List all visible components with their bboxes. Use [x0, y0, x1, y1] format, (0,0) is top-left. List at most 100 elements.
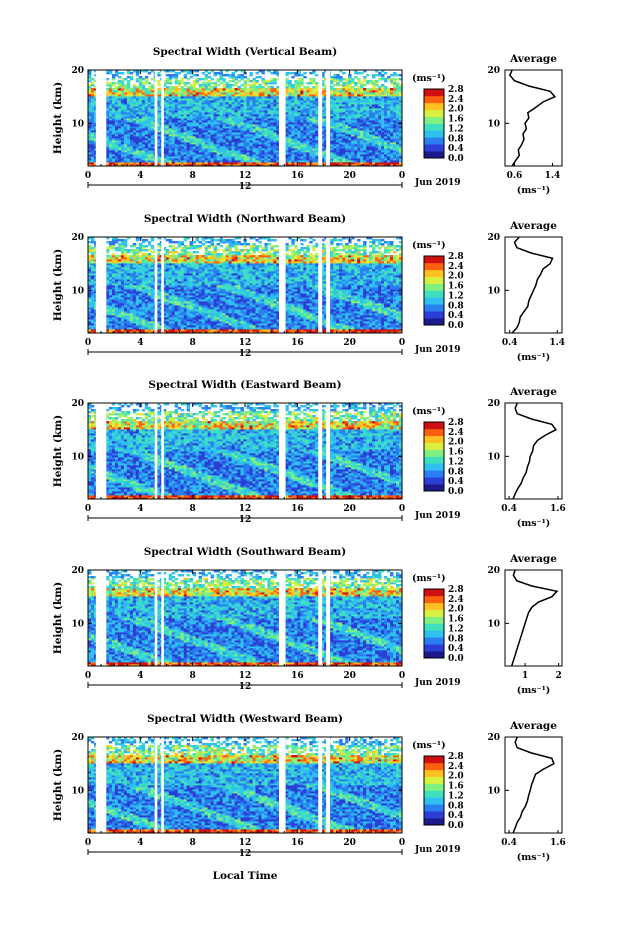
heatmap-cell [151, 78, 154, 80]
heatmap-cell [249, 80, 252, 82]
heatmap-cell [106, 88, 109, 90]
heatmap-cell [229, 80, 232, 82]
heatmap-cell [193, 80, 196, 82]
heatmap-cell [190, 84, 193, 86]
avg-y-tick-label: 10 [487, 119, 500, 129]
heatmap-cell [381, 74, 384, 76]
heatmap-cell [142, 82, 145, 84]
heatmap-cell [372, 80, 375, 82]
colorbar-swatch [424, 89, 444, 96]
heatmap-cell [291, 72, 294, 74]
heatmap-cell [306, 86, 309, 88]
colorbar-unit: (ms⁻¹) [412, 73, 446, 84]
heatmap-cell [148, 72, 151, 74]
heatmap-cell [178, 88, 181, 90]
heatmap-cell [372, 74, 375, 76]
heatmap-cell [294, 80, 297, 82]
data-gap [161, 70, 164, 166]
heatmap-cell [136, 86, 139, 88]
heatmap-cell [396, 82, 399, 84]
heatmap-cell [288, 80, 291, 82]
heatmap-cell [181, 86, 184, 88]
heatmap-cell [360, 82, 363, 84]
heatmap-cell [112, 74, 115, 76]
heatmap-cell [169, 86, 172, 88]
average-title: Average [509, 53, 557, 65]
heatmap-cell [303, 72, 306, 74]
heatmap-cell [249, 84, 252, 86]
heatmap-cell [357, 78, 360, 80]
colorbar-swatch [424, 96, 444, 103]
heatmap-cell [130, 76, 133, 78]
heatmap-cell [354, 88, 357, 90]
heatmap-cell [223, 74, 226, 76]
avg-y-tick-label: 20 [487, 66, 500, 76]
heatmap-cell [205, 82, 208, 84]
heatmap-cell [357, 72, 360, 74]
heatmap-cell [121, 78, 124, 80]
heatmap-cell [88, 84, 91, 86]
heatmap-cell [336, 88, 339, 90]
heatmap-cell [169, 74, 172, 76]
heatmap-cell [369, 88, 372, 90]
heatmap-cell [127, 80, 130, 82]
colorbar-tick-label: 2.0 [448, 105, 464, 115]
heatmap-cell [255, 80, 258, 82]
heatmap-cell [175, 86, 178, 88]
heatmap-cell [148, 86, 151, 88]
colorbar-swatch [424, 144, 444, 151]
heatmap-cell [384, 72, 387, 74]
heatmap-cell [172, 86, 175, 88]
heatmap-cell [255, 72, 258, 74]
avg-x-tick-label: 1.4 [545, 171, 561, 181]
heatmap-cell [166, 86, 169, 88]
heatmap-cell [136, 78, 139, 80]
heatmap-cell [363, 76, 366, 78]
heatmap-cell [339, 76, 342, 78]
colorbar-swatch [424, 124, 444, 131]
colorbar-swatch [424, 110, 444, 117]
heatmap-cell [375, 74, 378, 76]
heatmap-cell [390, 74, 393, 76]
heatmap-cell [91, 78, 94, 80]
heatmap-cell [166, 78, 169, 80]
heatmap-cell [285, 78, 288, 80]
avg-x-tick-label: 0.6 [507, 171, 523, 181]
heatmap-cell [291, 76, 294, 78]
heatmap-cell [148, 82, 151, 84]
heatmap-cell [184, 74, 187, 76]
heatmap-cell [390, 88, 393, 90]
heatmap-cell [285, 72, 288, 74]
heatmap-cell [303, 76, 306, 78]
heatmap-cell [145, 88, 148, 90]
heatmap-cell [357, 86, 360, 88]
heatmap-cell [387, 88, 390, 90]
heatmap-cell [184, 82, 187, 84]
heatmap-cell [300, 88, 303, 90]
panel-1: Spectral Width (Vertical Beam)0 4 8 12 16 20 0… [52, 46, 562, 196]
heatmap-cell [273, 78, 276, 80]
heatmap-cell [366, 74, 369, 76]
heatmap-cell [393, 72, 396, 74]
heatmap-cell [175, 72, 178, 74]
x-tick-label: 0 [399, 171, 405, 181]
heatmap-cell [309, 72, 312, 74]
heatmap-cell [172, 74, 175, 76]
heatmap-cell [196, 74, 199, 76]
heatmap-cell [360, 72, 363, 74]
heatmap-cell [297, 78, 300, 80]
heatmap-cell [187, 82, 190, 84]
heatmap-cell [255, 86, 258, 88]
heatmap-cell [217, 84, 220, 86]
colorbar-tick-label: 0.8 [448, 134, 464, 144]
heatmap-cell [235, 88, 238, 90]
heatmap-cell [241, 88, 244, 90]
heatmap-cell [375, 88, 378, 90]
heatmap-cell [208, 80, 211, 82]
heatmap-cell [333, 74, 336, 76]
colorbar-tick-label: 1.6 [448, 115, 464, 125]
x-tick-label: 20 [343, 171, 356, 181]
heatmap-cell [109, 82, 112, 84]
date-label: Jun 2019 [414, 178, 461, 188]
